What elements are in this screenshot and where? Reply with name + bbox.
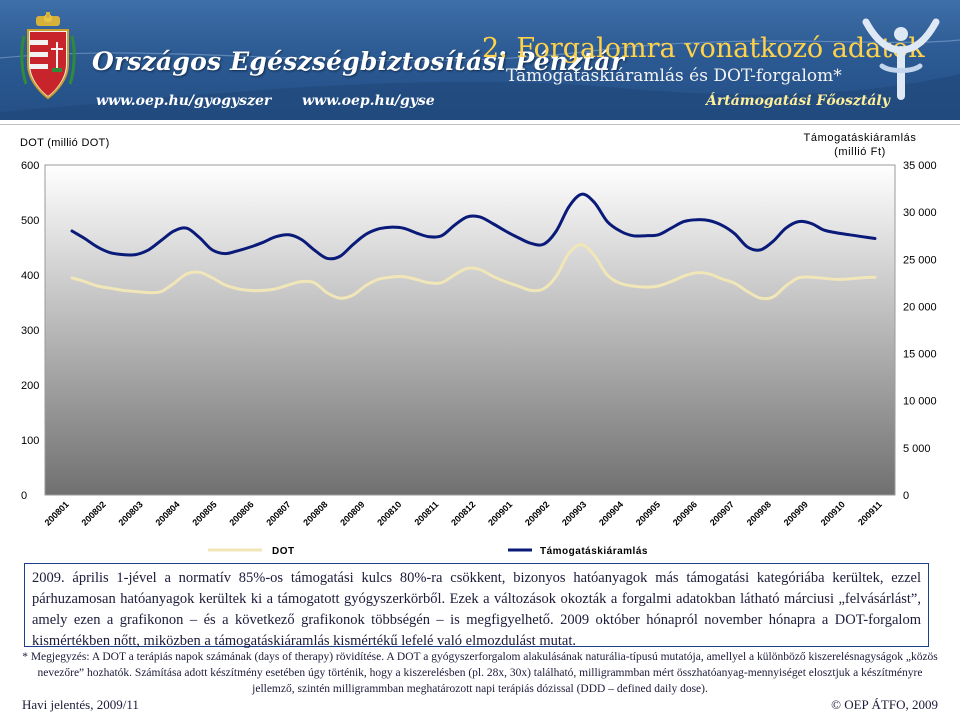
x-tick-label: 200805 [190,499,218,527]
right-tick-label: 10 000 [903,396,937,408]
x-tick-label: 200808 [301,499,329,527]
right-axis-title: Támogatáskiáramlás (millió Ft) [770,131,950,159]
x-tick-label: 200908 [745,499,773,527]
slide-subtitle: Támogatáskiáramlás és DOT-forgalom* [506,66,842,86]
left-tick-label: 200 [21,380,39,392]
x-tick-label: 200807 [264,499,292,527]
left-tick-label: 400 [21,270,39,282]
right-tick-label: 20 000 [903,301,937,313]
right-tick-label: 5 000 [903,443,931,455]
legend-label-dot: DOT [272,546,295,557]
right-tick-label: 30 000 [903,207,937,219]
banner-wave-decoration [0,39,960,120]
left-tick-label: 100 [21,435,39,447]
x-tick-label: 200910 [819,499,847,527]
series-line-tamogataskiaramlas [70,192,877,261]
oep-logo-icon [862,18,940,100]
department-name: Ártámogatási Főosztály [706,93,890,109]
x-tick-label: 200903 [560,499,588,527]
right-tick-label: 0 [903,490,909,502]
right-axis-title-line2: (millió Ft) [834,146,886,158]
slide-title: 2. Forgalomra vonatkozó adatok [482,33,925,64]
x-tick-label: 200810 [375,499,403,527]
right-tick-label: 15 000 [903,349,937,361]
x-tick-label: 200812 [449,499,477,527]
line-chart: 0 100 200 300 400 500 600 0 5 000 10 000 15 000 20… [21,160,937,557]
link-gyse[interactable]: www.oep.hu/gyse [302,93,435,109]
left-tick-label: 0 [21,490,27,502]
coat-of-arms-icon [20,12,76,100]
header-banner: Országos Egészségbiztosítási Pénztár www… [0,0,960,120]
x-tick-label: 200911 [856,499,884,527]
left-axis-title: DOT (millió DOT) [20,137,110,149]
right-tick-label: 25 000 [903,254,937,266]
explanation-paragraph: 2009. április 1-jével a normatív 85%-os … [24,563,929,649]
chart-frame [0,124,960,562]
chart-legend: DOT Támogatáskiáramlás [208,546,648,557]
footer-report-label: Havi jelentés, 2009/11 [22,697,139,712]
x-tick-label: 200907 [708,499,736,527]
link-gyogyszer[interactable]: www.oep.hu/gyogyszer [96,93,272,109]
left-tick-label: 500 [21,215,39,227]
x-tick-label: 200906 [671,499,699,527]
footnote-dot-definition: * Megjegyzés: A DOT a terápiás napok szá… [22,651,938,695]
x-tick-label: 200909 [782,499,810,527]
x-tick-label: 200801 [43,499,71,527]
x-tick-label: 200902 [523,499,551,527]
legend-label-tamogataskiaramlas: Támogatáskiáramlás [540,546,648,557]
x-tick-label: 200802 [80,499,108,527]
plot-area [44,164,896,496]
x-tick-label: 200811 [412,499,440,527]
left-tick-label: 300 [21,325,39,337]
x-tick-label: 200901 [486,499,514,527]
left-tick-label: 600 [21,160,39,172]
series-line-dot [70,243,877,301]
right-tick-label: 35 000 [903,160,937,172]
x-tick-label: 200905 [634,499,662,527]
footer-copyright: © OEP ÁTFO, 2009 [831,697,938,712]
x-tick-label: 200804 [153,499,181,527]
x-tick-label: 200904 [597,499,625,527]
x-tick-label: 200809 [338,499,366,527]
right-axis-title-line1: Támogatáskiáramlás [803,132,917,144]
x-tick-label: 200806 [227,499,255,527]
organization-title: Országos Egészségbiztosítási Pénztár [92,47,625,76]
x-tick-label: 200803 [116,499,144,527]
